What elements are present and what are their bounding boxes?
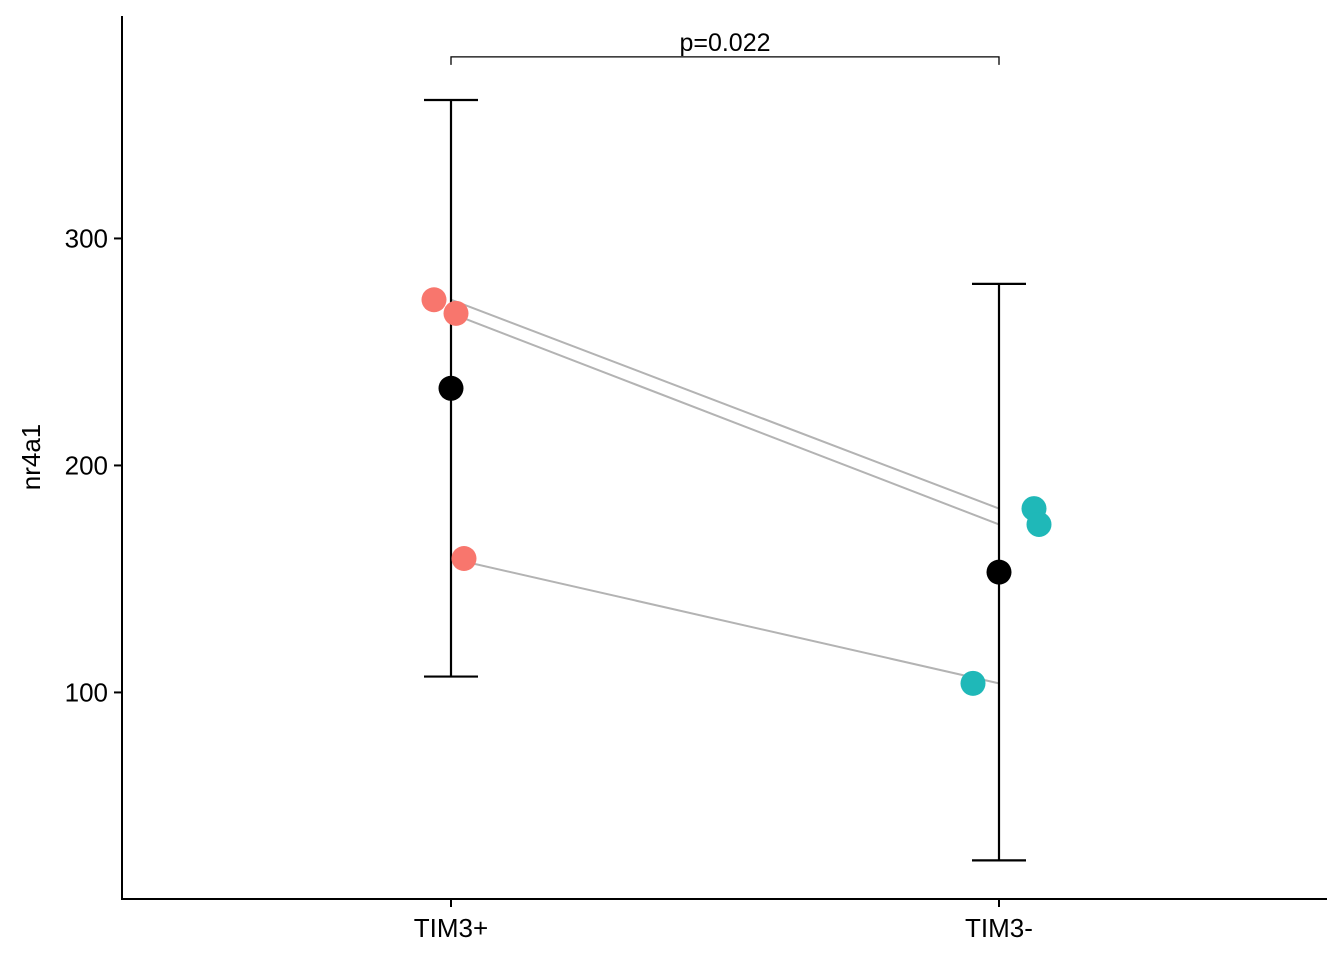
y-tick-label: 100 [65,677,108,707]
axes [121,16,1327,900]
pair-lines [450,298,1000,685]
data-points [421,287,1052,696]
x-tick-label: TIM3+ [414,913,488,943]
y-ticks: 100 200 300 [65,223,122,707]
mean-point [438,375,464,401]
significance-bracket: p=0.022 [450,29,1000,65]
data-point [443,300,469,326]
p-value-label: p=0.022 [679,29,770,57]
error-bars [424,98,1026,862]
pair-line [450,557,1000,685]
y-axis-title: nr4a1 [16,424,46,491]
bracket-line [450,56,1000,65]
x-ticks: TIM3+ TIM3- [414,899,1033,943]
data-point [960,670,986,696]
mean-point [986,559,1012,585]
pair-line [450,312,1000,526]
x-tick-label: TIM3- [965,913,1033,943]
data-point [451,546,477,572]
mean-points [438,375,1012,585]
pair-line [450,298,1000,510]
y-tick-label: 300 [65,223,108,253]
data-point [421,287,447,313]
data-point [1026,511,1052,537]
y-tick-label: 200 [65,450,108,480]
